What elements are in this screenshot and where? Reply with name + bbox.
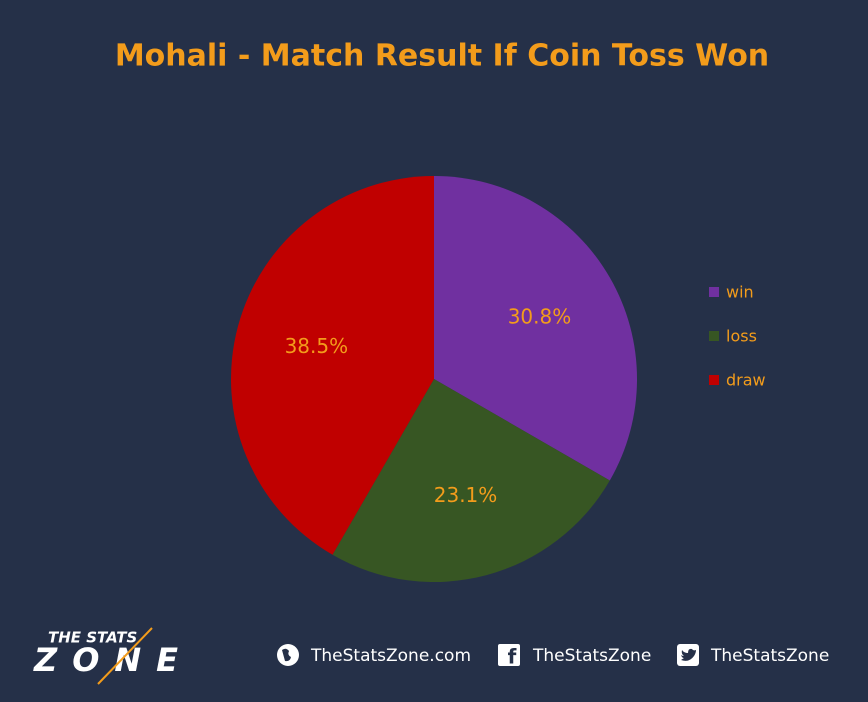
legend-swatch — [709, 331, 719, 341]
footer-link[interactable]: TheStatsZone.com — [310, 646, 471, 666]
facebook-f: f — [508, 645, 517, 669]
legend-swatch — [709, 287, 719, 297]
twitter-bird — [681, 648, 696, 661]
logo-top: THE STATS — [48, 629, 137, 647]
legend: win loss draw — [709, 283, 766, 390]
facebook-icon — [498, 644, 520, 666]
footer-link[interactable]: TheStatsZone — [710, 646, 829, 666]
data-label: 30.8% — [508, 305, 572, 329]
legend-label: win — [726, 283, 754, 302]
pie: 30.8% 23.1% 38.5% — [230, 176, 637, 582]
pie-slice — [332, 379, 610, 582]
legend-swatch — [709, 375, 719, 385]
legend-label: loss — [726, 327, 757, 346]
globe-land — [282, 648, 291, 662]
legend-label: draw — [726, 371, 766, 390]
pie-slice — [434, 176, 637, 481]
data-label: 23.1% — [434, 483, 498, 507]
chart-title: Mohali - Match Result If Coin Toss Won — [115, 39, 769, 74]
pie-slice — [230, 176, 434, 555]
data-label: 38.5% — [285, 334, 349, 358]
logo-slash — [97, 627, 153, 685]
footer-link[interactable]: TheStatsZone — [532, 646, 651, 666]
